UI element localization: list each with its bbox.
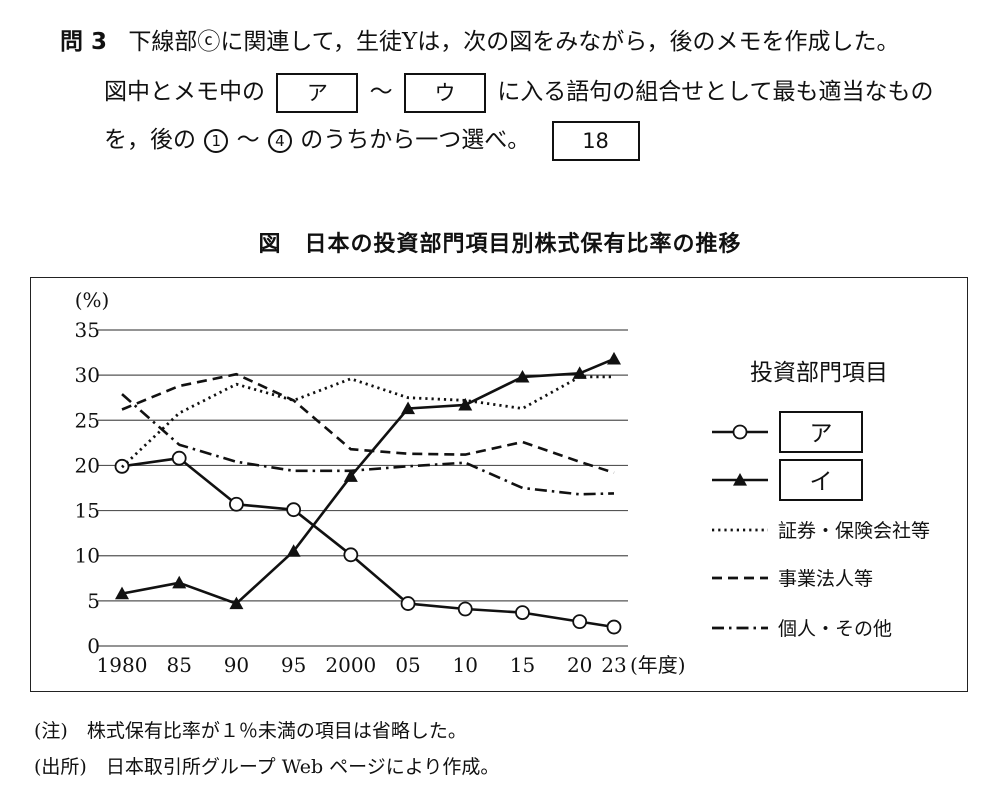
- y-tick-label: 20: [75, 453, 100, 477]
- question-number: 問 3: [60, 29, 108, 55]
- data-point-a: [572, 614, 588, 630]
- question-text-1: 下線部ⓒに関連して，生徒Yは，次の図をみながら，後のメモを作成した。: [128, 29, 900, 55]
- question-line-2: 図中とメモ中の ア ～ ウ に入る語句の組合せとして最も適当なもの: [104, 72, 934, 113]
- choice-circle-1: 1: [204, 129, 229, 153]
- legend-title: 投資部門項目: [750, 360, 888, 386]
- data-point-a: [457, 601, 473, 617]
- x-tick-label: 23: [601, 653, 626, 677]
- legend-marker-i: [733, 473, 747, 486]
- data-point-i: [572, 366, 587, 379]
- x-tick-label: 20: [567, 653, 592, 677]
- legend-box-a: [779, 411, 863, 453]
- data-point-i: [115, 586, 129, 600]
- y-tick-label: 35: [75, 318, 100, 342]
- data-point-i: [343, 469, 358, 482]
- y-tick-label: 25: [75, 408, 100, 432]
- data-point-i: [607, 351, 621, 365]
- y-tick-label: 10: [75, 544, 100, 568]
- legend-label-securities: 証券・保険会社等: [778, 520, 930, 542]
- data-point-i: [515, 369, 530, 383]
- question-line-3: を，後の 1 ～ 4 のうちから一つ選べ。 18: [104, 120, 640, 161]
- choice-circle-4: 4: [267, 129, 292, 153]
- data-point-i: [172, 575, 187, 589]
- blank-box-u: ウ: [403, 73, 486, 113]
- series-line-2: [121, 375, 614, 469]
- question-tilde-2: ～: [236, 127, 260, 153]
- data-point-a: [606, 619, 622, 635]
- data-point-i: [401, 401, 416, 415]
- question-tilde: ～: [369, 79, 393, 105]
- data-point-a: [229, 496, 244, 512]
- question-text-2a: 図中とメモ中の: [104, 79, 265, 105]
- x-tick-label: 90: [224, 653, 249, 677]
- data-point-a: [286, 502, 302, 518]
- x-tick-label: 05: [395, 653, 420, 677]
- figure-title: 図 日本の投資部門項目別株式保有比率の推移: [258, 232, 742, 257]
- y-tick-label: 5: [87, 589, 100, 613]
- y-axis-unit: (%): [75, 288, 110, 312]
- legend-label-i: イ: [810, 469, 833, 495]
- data-point-i: [229, 596, 244, 610]
- data-point-a: [515, 605, 530, 620]
- x-tick-label: 95: [281, 653, 306, 677]
- series-line-0: [121, 456, 615, 629]
- question-text-2b: に入る語句の組合せとして最も適当なもの: [497, 79, 934, 105]
- data-point-a: [400, 596, 416, 611]
- answer-box: 18: [551, 121, 640, 161]
- x-tick-label: 85: [166, 653, 191, 677]
- series-line-4: [121, 393, 615, 496]
- legend-box-i: [779, 459, 863, 501]
- question-line-1: 問 3 下線部ⓒに関連して，生徒Yは，次の図をみながら，後のメモを作成した。: [60, 22, 900, 62]
- data-point-i: [458, 397, 473, 411]
- legend-label-individuals: 個人・その他: [778, 618, 892, 640]
- x-tick-label: 2000: [325, 653, 376, 677]
- y-tick-label: 0: [87, 634, 100, 658]
- source-text: (出所) 日本取引所グループ Web ページにより作成。: [34, 756, 500, 778]
- chart-series: [114, 351, 622, 635]
- y-tick-label: 15: [75, 499, 100, 523]
- data-point-a: [171, 450, 187, 466]
- question-text-3a: を，後の: [104, 127, 196, 153]
- x-tick-label: 15: [510, 653, 535, 677]
- blank-box-a: ア: [276, 73, 359, 113]
- x-tick-label: 1980: [97, 653, 148, 677]
- data-point-a: [343, 547, 359, 563]
- chart-grid: [98, 329, 628, 647]
- legend-label-corporations: 事業法人等: [778, 568, 873, 590]
- question-text-3b: のうちから一つ選べ。: [300, 127, 531, 153]
- y-tick-label: 30: [75, 363, 100, 387]
- x-tick-label: 10: [453, 653, 478, 677]
- x-axis-unit: (年度): [630, 653, 686, 677]
- legend-marker-a: [732, 424, 748, 440]
- chart-frame: [30, 277, 968, 692]
- legend-label-a: ア: [810, 421, 833, 447]
- data-point-i: [286, 544, 301, 557]
- note-text: (注) 株式保有比率が１％未満の項目は省略した。: [34, 720, 467, 742]
- series-line-1: [121, 357, 615, 605]
